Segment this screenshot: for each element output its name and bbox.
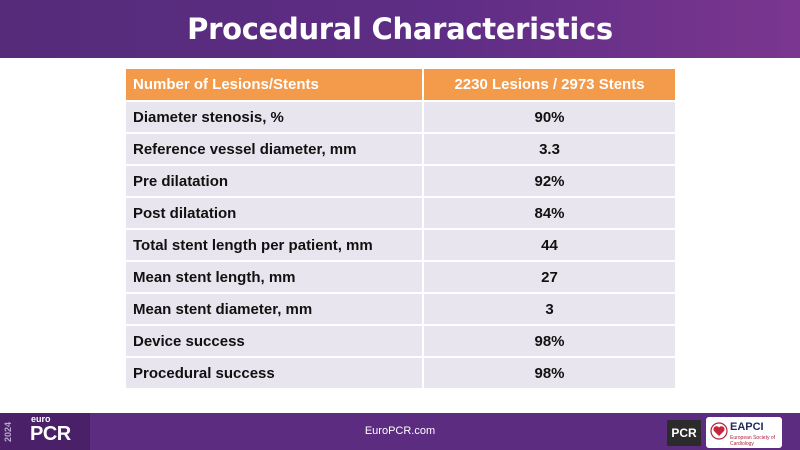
website-link[interactable]: EuroPCR.com: [364, 425, 436, 437]
table-row: Post dilatation 84%: [126, 197, 675, 230]
europcr-logo-pcr: PCR: [30, 423, 71, 445]
row-label: Diameter stenosis, %: [126, 101, 423, 134]
row-label: Mean stent diameter, mm: [126, 293, 423, 326]
characteristics-table-container: Number of Lesions/Stents 2230 Lesions / …: [126, 69, 675, 390]
row-value: 84%: [422, 197, 675, 230]
table-row: Procedural success 98%: [126, 357, 675, 390]
row-value: 98%: [422, 325, 675, 358]
characteristics-table: Number of Lesions/Stents 2230 Lesions / …: [126, 69, 675, 390]
page-title: Procedural Characteristics: [187, 12, 613, 46]
row-value: 98%: [422, 357, 675, 390]
table-header-row: Number of Lesions/Stents 2230 Lesions / …: [126, 69, 675, 102]
table-row: Device success 98%: [126, 325, 675, 358]
pcr-badge-logo: PCR: [667, 420, 701, 446]
row-value: 27: [422, 261, 675, 294]
row-label: Device success: [126, 325, 423, 358]
row-value: 44: [422, 229, 675, 262]
row-value: 3.3: [422, 133, 675, 166]
row-label: Post dilatation: [126, 197, 423, 230]
footer-logo-block: [0, 413, 90, 450]
header-label-cell: Number of Lesions/Stents: [126, 69, 423, 102]
table-row: Mean stent length, mm 27: [126, 261, 675, 294]
title-bar: Procedural Characteristics: [0, 0, 800, 58]
table-row: Reference vessel diameter, mm 3.3: [126, 133, 675, 166]
row-label: Total stent length per patient, mm: [126, 229, 423, 262]
eapci-heart-icon: [710, 422, 728, 440]
eapci-subtitle: European Society of Cardiology: [730, 435, 776, 447]
europcr-logo-euro: euro: [31, 414, 51, 424]
eapci-label: EAPCI: [730, 421, 764, 433]
header-value-cell: 2230 Lesions / 2973 Stents: [422, 69, 675, 102]
table-row: Mean stent diameter, mm 3: [126, 293, 675, 326]
table-row: Diameter stenosis, % 90%: [126, 101, 675, 134]
eapci-logo: EAPCI European Society of Cardiology: [706, 417, 782, 448]
row-label: Mean stent length, mm: [126, 261, 423, 294]
row-label: Procedural success: [126, 357, 423, 390]
footer-bar: [0, 413, 800, 450]
row-value: 3: [422, 293, 675, 326]
row-value: 92%: [422, 165, 675, 198]
table-row: Total stent length per patient, mm 44: [126, 229, 675, 262]
row-label: Reference vessel diameter, mm: [126, 133, 423, 166]
row-label: Pre dilatation: [126, 165, 423, 198]
row-value: 90%: [422, 101, 675, 134]
congress-year: 2024: [3, 421, 13, 443]
table-row: Pre dilatation 92%: [126, 165, 675, 198]
